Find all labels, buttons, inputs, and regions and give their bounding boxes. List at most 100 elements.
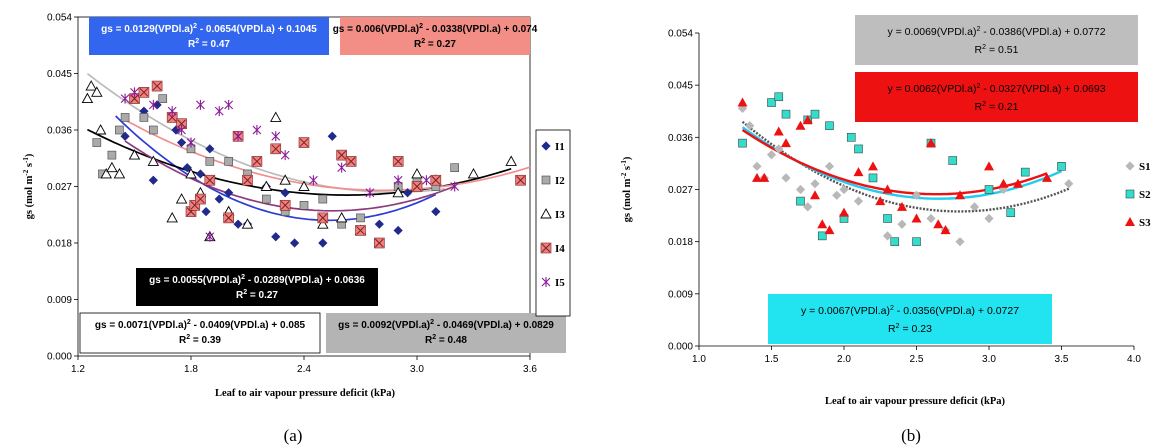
y-tick-label: 0.036: [47, 126, 72, 137]
legend-label-S1: S1: [1139, 161, 1151, 173]
S2-point-21: [1058, 162, 1066, 170]
S3-point-3: [774, 127, 784, 136]
S3-point-18: [933, 219, 943, 228]
r-squared-text: R2 = 0.51: [975, 44, 1019, 56]
equation-quadratic: gs = 0.0092(VPDl.a): [338, 320, 430, 331]
y-tick-label: 0.027: [47, 182, 72, 193]
equation-rest: - 0.0409(VPDl.a) + 0.085: [191, 320, 306, 331]
trendline-S1: [743, 122, 1069, 212]
legend-label-S3: S3: [1139, 217, 1151, 229]
x-tick-label: 2.5: [910, 354, 924, 365]
legend-label-I1: I1: [555, 141, 565, 153]
regression-equation-2: gs = 0.0055(VPDl.a)2 - 0.0289(VPDl.a) + …: [136, 268, 378, 306]
I2-point-7: [149, 126, 157, 134]
S2-point-20: [1021, 168, 1029, 176]
x-tick-label: 1.2: [71, 364, 85, 375]
I2-point-4: [121, 113, 129, 121]
S2-point-8: [826, 122, 834, 130]
I4-point-2: [152, 81, 162, 91]
equation-quadratic: gs = 0.006(VPDl.a): [333, 24, 419, 35]
S2-point-18: [985, 186, 993, 194]
y-tick-label: 0.045: [47, 69, 72, 80]
legend-label-S2: S2: [1139, 189, 1151, 201]
regression-equation-3: gs = 0.0071(VPDl.a)2 - 0.0409(VPDl.a) + …: [80, 313, 320, 353]
r-squared-equals: =: [986, 44, 998, 56]
regression-equation-0: gs = 0.0129(VPDl.a)2 - 0.0654(VPDl.a) + …: [89, 17, 329, 55]
r-squared-text: R2 = 0.39: [179, 334, 221, 346]
r-squared-text: R2 = 0.27: [236, 289, 278, 301]
r-squared-value: 0.39: [202, 335, 222, 346]
equation-box: [326, 313, 566, 353]
S3-point-10: [839, 208, 849, 217]
I4-point-18: [346, 156, 356, 166]
r-squared-equals: =: [247, 290, 258, 301]
legend: S1 S2 S3: [1120, 150, 1163, 254]
I2-point-15: [300, 201, 308, 209]
legend-label-I4: I4: [555, 243, 565, 255]
S1-point-11: [832, 191, 841, 200]
equation-text: gs = 0.0071(VPDl.a)2 - 0.0409(VPDl.a) + …: [95, 319, 306, 331]
r-squared-text: R2 = 0.27: [414, 38, 456, 50]
I4-point-7: [195, 194, 205, 204]
equation-text: gs = 0.0129(VPDl.a)2 - 0.0654(VPDl.a) + …: [101, 23, 317, 35]
S3-point-22: [999, 179, 1009, 188]
panel-caption: (b): [901, 426, 921, 445]
I2-point-22: [451, 164, 459, 172]
legend-label-I2: I2: [555, 175, 565, 187]
I4-point-23: [431, 175, 441, 185]
equation-quadratic: y = 0.0062(VPDl.a): [887, 83, 976, 95]
S2-point-4: [797, 197, 805, 205]
equation-rest: - 0.0338(VPDl.a) + 0.074: [423, 24, 538, 35]
I2-point-8: [159, 95, 167, 103]
I2-point-6: [140, 113, 148, 121]
equation-text: gs = 0.0055(VPDl.a)2 - 0.0289(VPDl.a) + …: [149, 274, 365, 286]
I4-point-9: [224, 213, 234, 223]
r-squared-value: 0.51: [998, 44, 1019, 56]
y-tick-label: 0.018: [668, 237, 693, 248]
equation-rest: - 0.0327(VPDl.a) + 0.0693: [980, 83, 1105, 95]
S2-point-0: [739, 139, 747, 147]
r-squared-text: R2 = 0.48: [425, 334, 467, 346]
equation-box: [80, 313, 320, 353]
y-tick-label: 0.000: [668, 342, 693, 353]
y-tick-label: 0.009: [668, 289, 693, 300]
legend-marker-I4-point-legend: [541, 243, 551, 253]
I4-point-19: [356, 225, 366, 235]
equation-rest: - 0.0386(VPDl.a) + 0.0772: [980, 26, 1105, 38]
I4-point-15: [299, 138, 309, 148]
equation-quadratic: gs = 0.0055(VPDl.a): [149, 275, 241, 286]
equation-box: [855, 72, 1138, 122]
trendline-S2: [743, 127, 1062, 199]
I2-point-11: [225, 157, 233, 165]
equation-rest: - 0.0289(VPDl.a) + 0.0636: [245, 275, 365, 286]
S2-point-17: [949, 157, 957, 165]
S1-point-20: [955, 237, 964, 246]
x-tick-label: 2.4: [297, 364, 311, 375]
I2-point-3: [115, 126, 123, 134]
S3-point-15: [897, 202, 907, 211]
y-tick-label: 0.045: [668, 81, 693, 92]
I4-point-21: [393, 156, 403, 166]
S1-point-22: [984, 214, 993, 223]
regression-equation-0: y = 0.0069(VPDl.a)2 - 0.0386(VPDl.a) + 0…: [855, 15, 1138, 65]
y-axis-label: gs (mol m-2 s-1): [22, 153, 35, 219]
S3-point-0: [738, 98, 748, 107]
chart-panel-b: 1.0 1.5 2.0 2.5 3.0 3.5 4.00.0000.0090.0180.02…: [620, 15, 1163, 407]
S2-point-15: [913, 238, 921, 246]
x-tick-label: 3.0: [982, 354, 996, 365]
equation-text: y = 0.0067(VPDl.a)2 - 0.0356(VPDl.a) + 0…: [801, 305, 1019, 317]
I4-point-11: [243, 175, 253, 185]
I2-point-16: [319, 195, 327, 203]
S1-point-6: [781, 173, 790, 182]
y-tick-label: 0.000: [47, 352, 72, 363]
equation-quadratic: gs = 0.0071(VPDl.a): [95, 320, 187, 331]
I4-point-1: [139, 87, 149, 97]
r-squared-text: R2 = 0.23: [888, 323, 932, 335]
S1-point-7: [796, 185, 805, 194]
equation-text: gs = 0.0092(VPDl.a)2 - 0.0469(VPDl.a) + …: [338, 319, 554, 331]
equation-box: [855, 15, 1138, 65]
S1-point-18: [926, 214, 935, 223]
S2-point-10: [847, 133, 855, 141]
S2-point-6: [811, 110, 819, 118]
x-tick-label: 2.0: [837, 354, 851, 365]
